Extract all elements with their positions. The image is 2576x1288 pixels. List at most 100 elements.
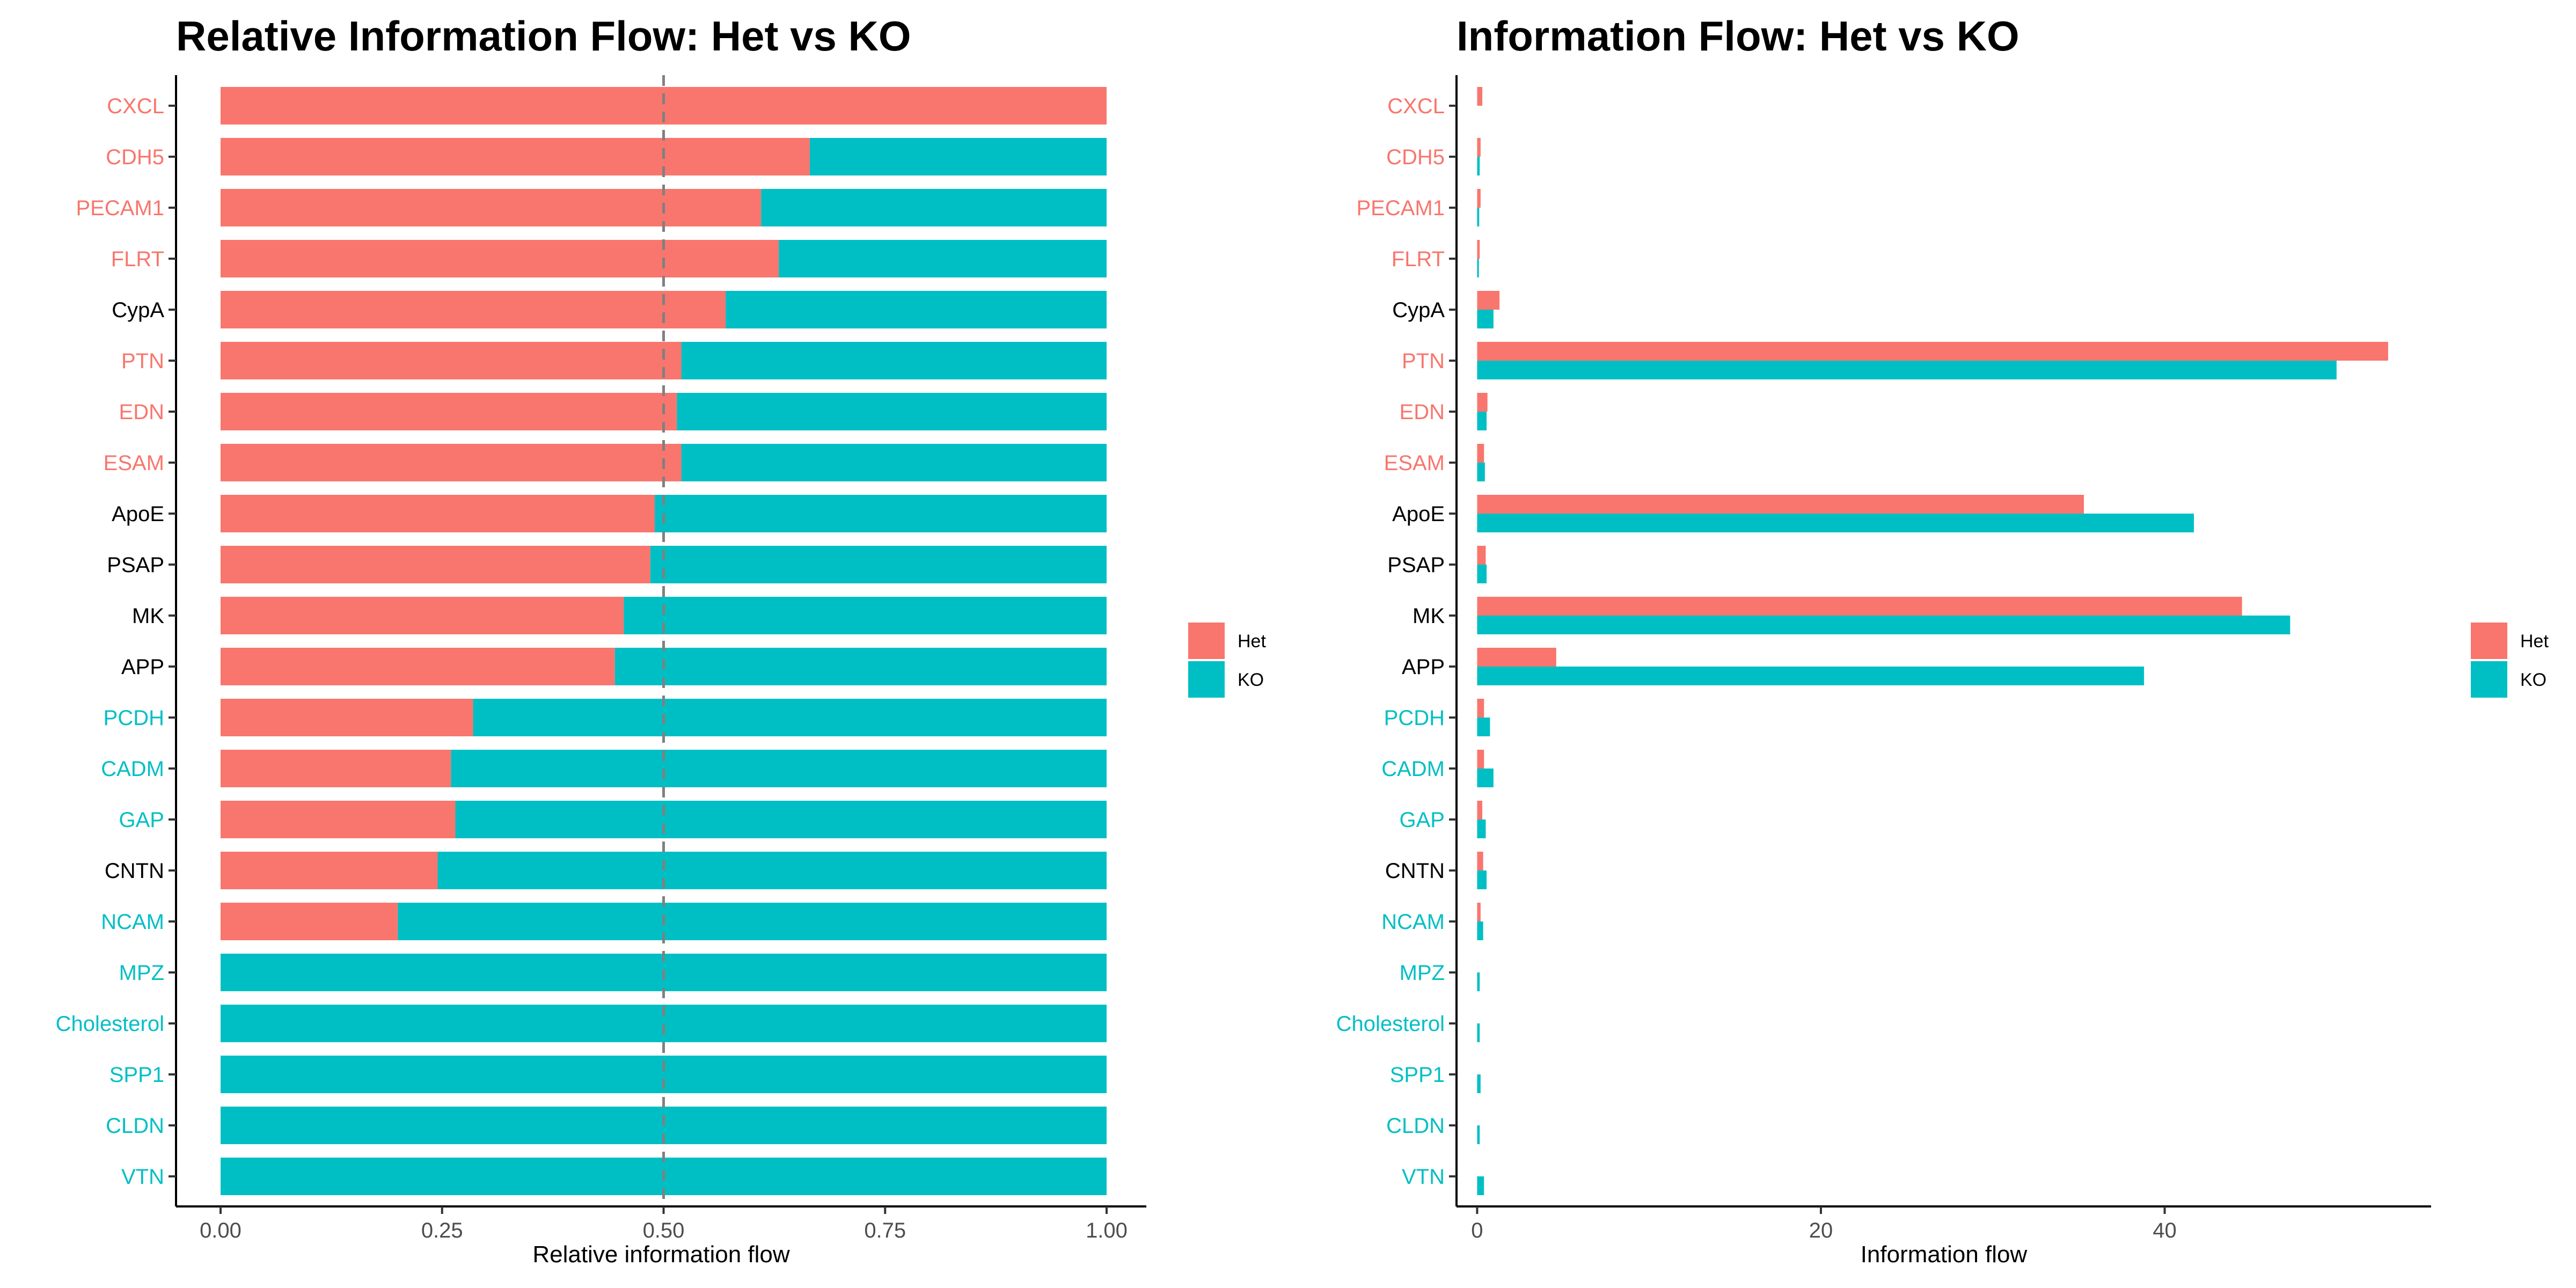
category-label-cypa: CypA xyxy=(112,298,164,322)
bar-het-cadm xyxy=(221,750,451,787)
bar-ko-app xyxy=(614,648,1107,685)
legend-label-ko: KO xyxy=(1238,670,1264,690)
relative-flow-bars xyxy=(221,87,1107,1195)
bar-het-apoe xyxy=(1477,495,2084,514)
bar-ko-mk xyxy=(1477,616,2290,634)
bar-ko-ptn xyxy=(681,342,1107,379)
bar-het-pecam1 xyxy=(1477,189,1481,208)
bar-ko-vtn xyxy=(1477,1176,1484,1195)
category-label-spp1: SPP1 xyxy=(109,1063,164,1087)
category-label-spp1: SPP1 xyxy=(1390,1063,1445,1087)
bar-ko-psap xyxy=(650,546,1107,583)
x-tick-label: 0 xyxy=(1471,1219,1483,1242)
bar-ko-cypa xyxy=(726,291,1107,328)
bar-het-esam xyxy=(221,444,682,481)
relative-flow-x-title: Relative information flow xyxy=(532,1241,790,1268)
information-flow-category-labels: CXCL CDH5 PECAM1 FLRT CypA PTN EDN ESAM ApoE PSAP… xyxy=(1336,94,1457,1189)
bar-het-cypa xyxy=(1477,291,1500,310)
category-label-cdh5: CDH5 xyxy=(1386,145,1445,169)
bar-ko-flrt xyxy=(779,240,1107,277)
bar-ko-cdh5 xyxy=(809,138,1107,175)
bar-ko-gap xyxy=(455,801,1107,838)
information-flow-x-ticks: 0 20 40 xyxy=(1471,1206,2177,1242)
bar-ko-gap xyxy=(1477,819,1486,838)
bar-het-app xyxy=(1477,648,1556,667)
bar-ko-pecam1 xyxy=(1477,208,1480,226)
bar-het-ptn xyxy=(221,342,682,379)
bar-het-edn xyxy=(1477,393,1488,412)
bar-ko-edn xyxy=(677,393,1107,430)
category-label-cntn: CNTN xyxy=(1385,859,1445,883)
relative-flow-category-labels: CXCL CDH5 PECAM1 FLRT CypA PTN EDN ESAM ApoE PSAP… xyxy=(56,94,176,1189)
category-label-cxcl: CXCL xyxy=(1387,94,1445,118)
bar-ko-flrt xyxy=(1477,259,1479,277)
category-label-cholesterol: Cholesterol xyxy=(1336,1012,1445,1036)
bar-ko-cypa xyxy=(1477,310,1494,328)
relative-flow-title: Relative Information Flow: Het vs KO xyxy=(176,12,911,60)
category-label-cadm: CADM xyxy=(101,757,164,781)
bar-ko-esam xyxy=(1477,463,1485,481)
category-label-mpz: MPZ xyxy=(119,961,164,985)
legend-label-ko: KO xyxy=(2520,670,2546,690)
information-flow-panel: Information Flow: Het vs KO CXCL CDH5 PECA… xyxy=(1336,12,2431,1268)
category-label-cadm: CADM xyxy=(1381,757,1445,781)
category-label-ncam: NCAM xyxy=(101,910,164,934)
x-tick-label: 0.25 xyxy=(421,1219,463,1242)
category-label-vtn: VTN xyxy=(121,1165,164,1189)
category-label-cypa: CypA xyxy=(1392,298,1445,322)
bar-ko-spp1 xyxy=(1477,1074,1481,1093)
bar-het-ptn xyxy=(1477,342,2388,361)
bar-ko-edn xyxy=(1477,412,1487,430)
information-flow-x-title: Information flow xyxy=(1861,1241,2028,1268)
bar-ko-cdh5 xyxy=(1477,157,1480,175)
bar-het-cntn xyxy=(1477,852,1483,870)
bar-ko-ncam xyxy=(398,903,1107,940)
category-label-edn: EDN xyxy=(119,400,164,424)
bar-ko-esam xyxy=(681,444,1107,481)
bar-het-cypa xyxy=(221,291,726,328)
bar-ko-apoe xyxy=(654,495,1107,532)
category-label-mk: MK xyxy=(1413,604,1445,628)
x-tick-label: 0.00 xyxy=(200,1219,241,1242)
bar-ko-psap xyxy=(1477,565,1487,583)
category-label-flrt: FLRT xyxy=(111,247,164,271)
bar-ko-apoe xyxy=(1477,514,2194,532)
bar-ko-cldn xyxy=(1477,1125,1480,1144)
category-label-ptn: PTN xyxy=(121,349,164,373)
category-label-mk: MK xyxy=(132,604,164,628)
bar-ko-ncam xyxy=(1477,921,1483,940)
bar-het-psap xyxy=(1477,546,1486,565)
bar-ko-pcdh xyxy=(473,699,1107,736)
x-tick-label: 0.50 xyxy=(643,1219,685,1242)
category-label-esam: ESAM xyxy=(1384,451,1445,475)
bar-ko-mpz xyxy=(1477,972,1480,991)
legend-swatch-ko xyxy=(1188,661,1225,698)
bar-het-mk xyxy=(1477,597,2242,616)
legend-swatch-het xyxy=(1188,623,1225,659)
bar-ko-pcdh xyxy=(1477,718,1490,736)
category-label-cldn: CLDN xyxy=(106,1114,164,1138)
relative-flow-x-ticks: 0.00 0.25 0.50 0.75 1.00 xyxy=(200,1206,1128,1242)
bar-ko-cadm xyxy=(1477,769,1494,787)
category-label-gap: GAP xyxy=(1400,808,1445,832)
bar-ko-pecam1 xyxy=(761,189,1107,226)
bar-ko-ptn xyxy=(1477,361,2337,379)
bar-het-pcdh xyxy=(1477,699,1484,718)
category-label-ptn: PTN xyxy=(1402,349,1445,373)
category-label-cntn: CNTN xyxy=(105,859,164,883)
bar-het-mk xyxy=(221,597,624,634)
bar-het-gap xyxy=(221,801,456,838)
x-tick-label: 0.75 xyxy=(864,1219,906,1242)
category-label-psap: PSAP xyxy=(107,553,164,577)
legend-information-flow: Het KO xyxy=(2471,623,2549,698)
category-label-flrt: FLRT xyxy=(1392,247,1445,271)
bar-het-psap xyxy=(221,546,650,583)
category-label-apoe: ApoE xyxy=(1392,502,1445,526)
category-label-pecam1: PECAM1 xyxy=(1357,196,1445,220)
bar-het-flrt xyxy=(221,240,779,277)
bar-het-cntn xyxy=(221,852,438,889)
category-label-vtn: VTN xyxy=(1402,1165,1445,1189)
x-tick-label: 40 xyxy=(2153,1219,2177,1242)
bar-het-pcdh xyxy=(221,699,473,736)
